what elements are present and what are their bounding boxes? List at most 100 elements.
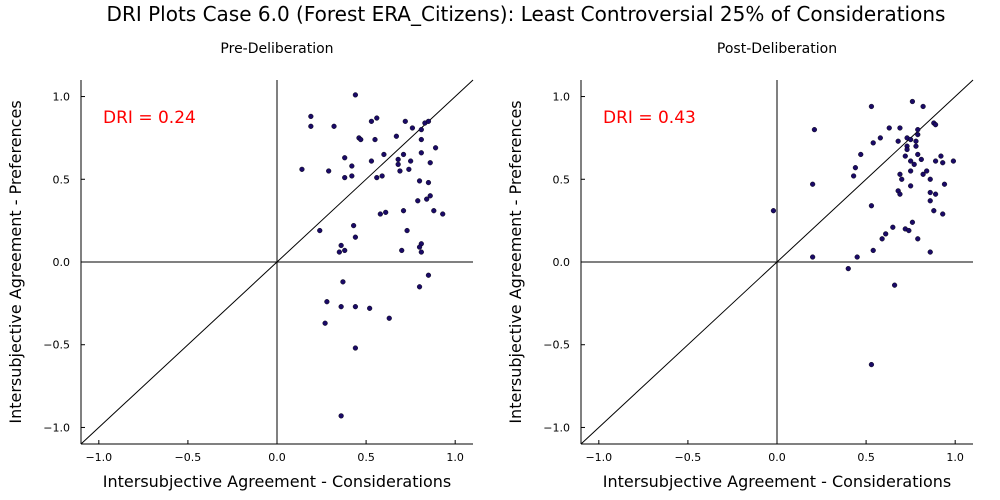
x-tick-label: 0.0 — [268, 451, 286, 464]
data-point — [950, 158, 957, 164]
data-point — [886, 125, 892, 131]
x-tick-label: 1.0 — [446, 451, 464, 464]
data-point — [908, 183, 914, 189]
data-point — [908, 168, 914, 174]
data-point — [870, 247, 876, 254]
data-point — [927, 198, 933, 204]
data-point — [868, 361, 875, 368]
data-point — [408, 158, 414, 164]
data-point — [349, 173, 355, 179]
data-point — [915, 151, 921, 158]
data-point — [402, 118, 408, 124]
identity-line — [580, 79, 974, 445]
data-point — [940, 160, 946, 166]
y-tick-label: −1.0 — [543, 421, 570, 434]
data-point — [908, 136, 914, 143]
identity-line — [80, 79, 474, 445]
data-point — [932, 158, 939, 164]
data-point — [409, 125, 416, 131]
data-point — [352, 345, 359, 351]
data-point — [317, 227, 323, 234]
data-point — [406, 166, 412, 172]
data-point — [911, 161, 917, 167]
data-point — [381, 151, 387, 158]
data-point — [374, 115, 380, 121]
x-tick-label: −1.0 — [585, 451, 612, 464]
data-point — [418, 127, 424, 133]
data-point — [418, 136, 424, 143]
data-point — [368, 158, 375, 164]
x-tick-label: 0.0 — [768, 451, 786, 464]
data-point — [352, 304, 359, 310]
data-point — [326, 168, 332, 174]
data-point — [342, 247, 348, 254]
data-point — [342, 175, 348, 181]
data-point — [904, 146, 910, 153]
data-point — [432, 145, 439, 151]
data-point — [932, 122, 939, 128]
x-tick-label: −0.5 — [675, 451, 702, 464]
x-tick-label: 0.5 — [857, 451, 875, 464]
data-point — [854, 254, 860, 260]
y-tick-label: 1.0 — [553, 91, 571, 104]
data-point — [393, 133, 399, 139]
data-point — [890, 224, 896, 230]
data-point — [902, 153, 908, 159]
data-point — [427, 160, 433, 166]
data-point — [920, 103, 926, 110]
data-point — [431, 208, 437, 214]
data-point — [909, 219, 916, 225]
data-point — [770, 208, 777, 214]
x-tick-label: 0.5 — [357, 451, 375, 464]
data-point — [920, 171, 926, 177]
y-tick-label: −1.0 — [43, 421, 70, 434]
data-point — [938, 153, 944, 159]
data-point — [386, 315, 392, 321]
data-point — [852, 165, 859, 171]
dri-annotation: DRI = 0.24 — [103, 108, 196, 128]
data-point — [374, 175, 380, 181]
y-tick-label: −0.5 — [43, 339, 70, 352]
data-point — [940, 211, 946, 217]
data-point — [897, 171, 903, 177]
data-point — [913, 143, 919, 149]
data-point — [425, 272, 432, 278]
data-point — [915, 132, 921, 138]
data-point — [858, 151, 864, 158]
data-point — [340, 279, 346, 285]
data-point — [941, 181, 948, 187]
y-tick-label: 0.5 — [53, 173, 71, 186]
data-point — [913, 138, 919, 144]
data-point — [425, 118, 432, 124]
data-point — [424, 196, 430, 202]
data-point — [918, 156, 924, 163]
post-deliberation-panel: Post-Deliberation −1.0 −1.0 −0.5 −0.5 0.0 0.0 0… — [506, 41, 974, 491]
data-point — [427, 193, 433, 199]
data-point — [351, 223, 357, 229]
data-point — [895, 138, 901, 144]
data-point — [338, 413, 344, 419]
data-point — [416, 178, 423, 184]
panel-title: Pre-Deliberation — [220, 41, 333, 57]
data-point — [899, 176, 905, 182]
data-point — [931, 208, 937, 214]
data-point — [399, 247, 405, 254]
data-point — [891, 282, 898, 288]
data-point — [924, 168, 930, 174]
data-point — [404, 227, 410, 234]
data-point — [932, 191, 939, 197]
data-point — [418, 249, 424, 255]
data-point — [358, 136, 364, 143]
data-point — [908, 158, 914, 164]
x-axis-label: Intersubjective Agreement - Consideratio… — [103, 472, 451, 491]
data-point — [416, 244, 423, 250]
data-point — [415, 198, 421, 204]
data-point — [368, 118, 375, 124]
data-point — [915, 127, 921, 133]
data-point — [400, 208, 407, 214]
y-tick-label: 0.0 — [53, 256, 71, 269]
chart-title: DRI Plots Case 6.0 (Forest ERA_Citizens)… — [106, 2, 946, 26]
data-point — [400, 151, 407, 158]
x-axis-label: Intersubjective Agreement - Consideratio… — [603, 472, 951, 491]
data-point — [897, 191, 903, 197]
